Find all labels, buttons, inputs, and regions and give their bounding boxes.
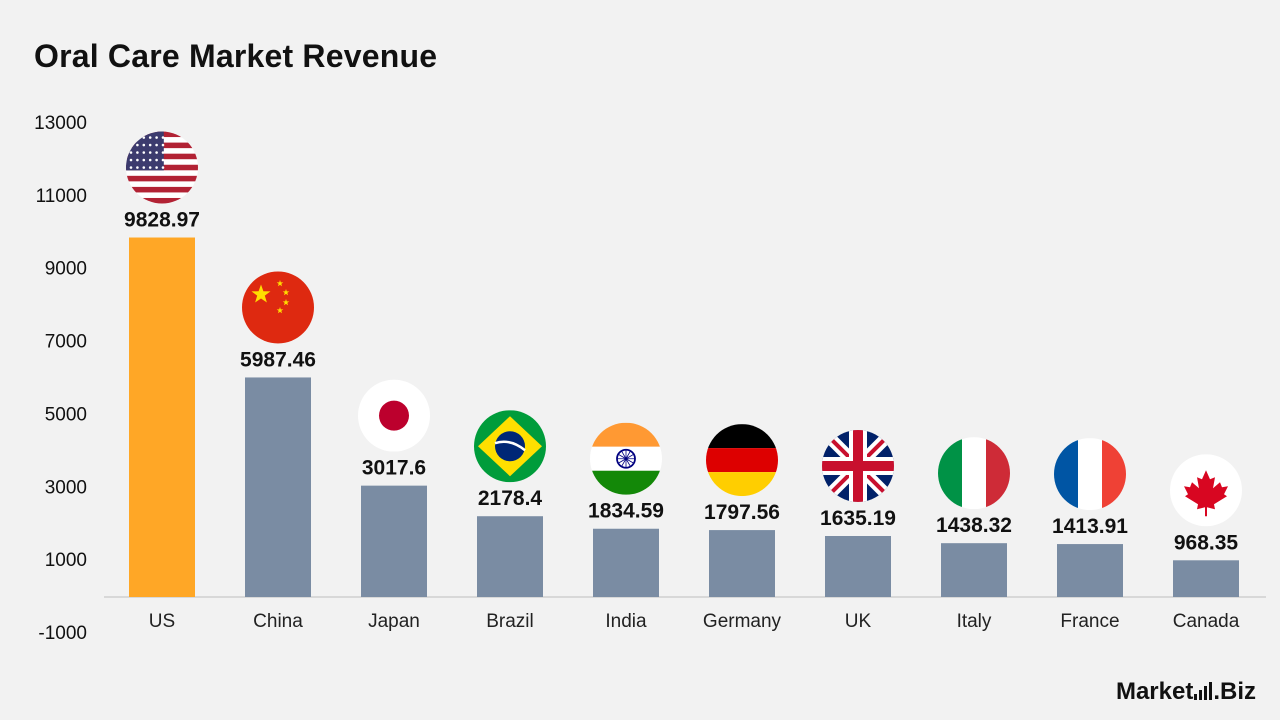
brand-text-right: .Biz — [1213, 678, 1256, 705]
canada-flag-icon — [1170, 454, 1242, 527]
y-tick-label: 5000 — [45, 404, 87, 425]
bar-germany — [709, 530, 775, 597]
x-tick-label: Italy — [957, 611, 992, 632]
bar-japan — [361, 485, 427, 597]
germany-flag-icon — [706, 424, 778, 497]
bar-china — [245, 377, 311, 597]
data-label: 1438.32 — [936, 514, 1012, 537]
japan-flag-icon — [358, 379, 430, 452]
us-flag-icon — [126, 131, 198, 204]
data-label: 1834.59 — [588, 500, 664, 523]
x-tick-label: France — [1060, 611, 1119, 632]
y-tick-label: 3000 — [45, 477, 87, 498]
data-label: 2178.4 — [478, 487, 543, 510]
y-tick-label: -1000 — [38, 623, 87, 644]
chart-title: Oral Care Market Revenue — [34, 38, 438, 74]
bar-us — [129, 237, 195, 597]
x-tick-label: China — [253, 611, 303, 632]
data-labels: 9828.97 5987.46 3017.6 2178.4 1834.59 1797.56… — [124, 209, 1238, 555]
india-flag-icon — [590, 422, 662, 495]
y-tick-label: 13000 — [34, 113, 87, 134]
x-axis: US China Japan Brazil India Germany UK Italy Fra… — [149, 611, 1240, 632]
data-label: 3017.6 — [362, 457, 426, 480]
data-label: 1797.56 — [704, 501, 780, 524]
brazil-flag-icon — [474, 410, 546, 483]
x-tick-label: Japan — [368, 611, 420, 632]
brand-text-left: Market — [1115, 678, 1194, 705]
data-label: 968.35 — [1174, 531, 1239, 554]
brand-logo: Market .Biz — [1116, 678, 1256, 706]
bar-chart-icon — [1194, 682, 1213, 700]
bar-italy — [941, 543, 1007, 597]
y-tick-label: 11000 — [36, 186, 87, 207]
x-tick-label: US — [149, 611, 175, 632]
uk-flag-icon — [822, 430, 894, 503]
bar-india — [593, 528, 659, 597]
bars — [129, 237, 1239, 597]
data-label: 9828.97 — [124, 209, 200, 232]
y-axis: 13000 11000 9000 7000 5000 3000 1000 -1000 — [34, 113, 87, 644]
bar-france — [1057, 544, 1123, 597]
data-label: 1413.91 — [1052, 515, 1128, 538]
x-tick-label: India — [605, 611, 647, 632]
x-tick-label: Canada — [1173, 611, 1240, 632]
bar-brazil — [477, 516, 543, 597]
y-tick-label: 9000 — [45, 259, 87, 280]
bar-canada — [1173, 560, 1239, 597]
y-tick-label: 7000 — [45, 332, 87, 353]
x-tick-label: Brazil — [486, 611, 534, 632]
china-flag-icon — [242, 271, 314, 344]
data-label: 5987.46 — [240, 348, 316, 371]
y-tick-label: 1000 — [45, 550, 87, 571]
x-tick-label: Germany — [703, 611, 782, 632]
france-flag-icon — [1054, 438, 1126, 511]
x-tick-label: UK — [845, 611, 872, 632]
data-label: 1635.19 — [820, 507, 896, 530]
italy-flag-icon — [938, 437, 1010, 510]
flags — [126, 131, 1242, 527]
bar-uk — [825, 536, 891, 597]
